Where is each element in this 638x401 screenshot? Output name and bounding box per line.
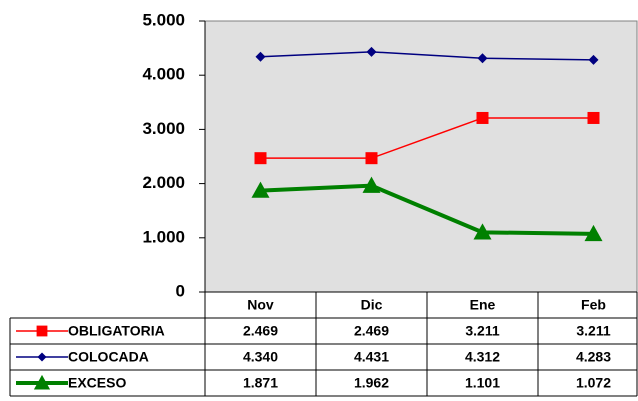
table-value: 2.469 <box>243 323 278 339</box>
marker <box>587 111 600 124</box>
table-value: 4.283 <box>576 349 611 365</box>
marker <box>33 374 51 390</box>
table-value: 1.072 <box>576 375 611 391</box>
legend-label: OBLIGATORIA <box>68 323 165 339</box>
marker <box>37 352 47 362</box>
marker <box>473 223 492 240</box>
marker <box>584 224 603 242</box>
marker <box>477 53 488 64</box>
x-tick-label: Nov <box>247 297 274 313</box>
x-tick-label: Dic <box>361 297 383 313</box>
marker <box>476 111 489 124</box>
y-tick-label: 5.000 <box>142 10 185 29</box>
y-tick-label: 4.000 <box>142 65 185 84</box>
table-value: 3.211 <box>465 323 499 339</box>
table-value: 3.211 <box>576 323 610 339</box>
marker <box>254 152 267 165</box>
table-value: 4.312 <box>465 349 500 365</box>
table-value: 1.962 <box>354 375 389 391</box>
series-line <box>260 51 594 61</box>
legend-label: EXCESO <box>68 375 126 391</box>
marker <box>362 176 381 193</box>
y-tick-label: 1.000 <box>142 227 185 246</box>
table-value: 1.871 <box>243 375 278 391</box>
table-value: 4.340 <box>243 349 278 365</box>
plot-area <box>204 20 638 293</box>
marker <box>251 181 270 198</box>
marker <box>588 54 599 65</box>
x-tick-label: Feb <box>581 297 606 313</box>
series-line <box>260 183 594 236</box>
table-value: 1.101 <box>465 375 500 391</box>
table-value: 4.431 <box>354 349 389 365</box>
y-tick-label: 0 <box>176 281 185 300</box>
marker <box>366 46 377 57</box>
legend-label: COLOCADA <box>68 349 149 365</box>
y-tick-label: 3.000 <box>142 119 185 138</box>
y-tick-label: 2.000 <box>142 173 185 192</box>
marker <box>36 325 48 337</box>
marker <box>255 51 266 62</box>
x-tick-label: Ene <box>470 297 496 313</box>
series-line <box>260 117 594 159</box>
table-value: 2.469 <box>354 323 389 339</box>
marker <box>365 152 378 165</box>
